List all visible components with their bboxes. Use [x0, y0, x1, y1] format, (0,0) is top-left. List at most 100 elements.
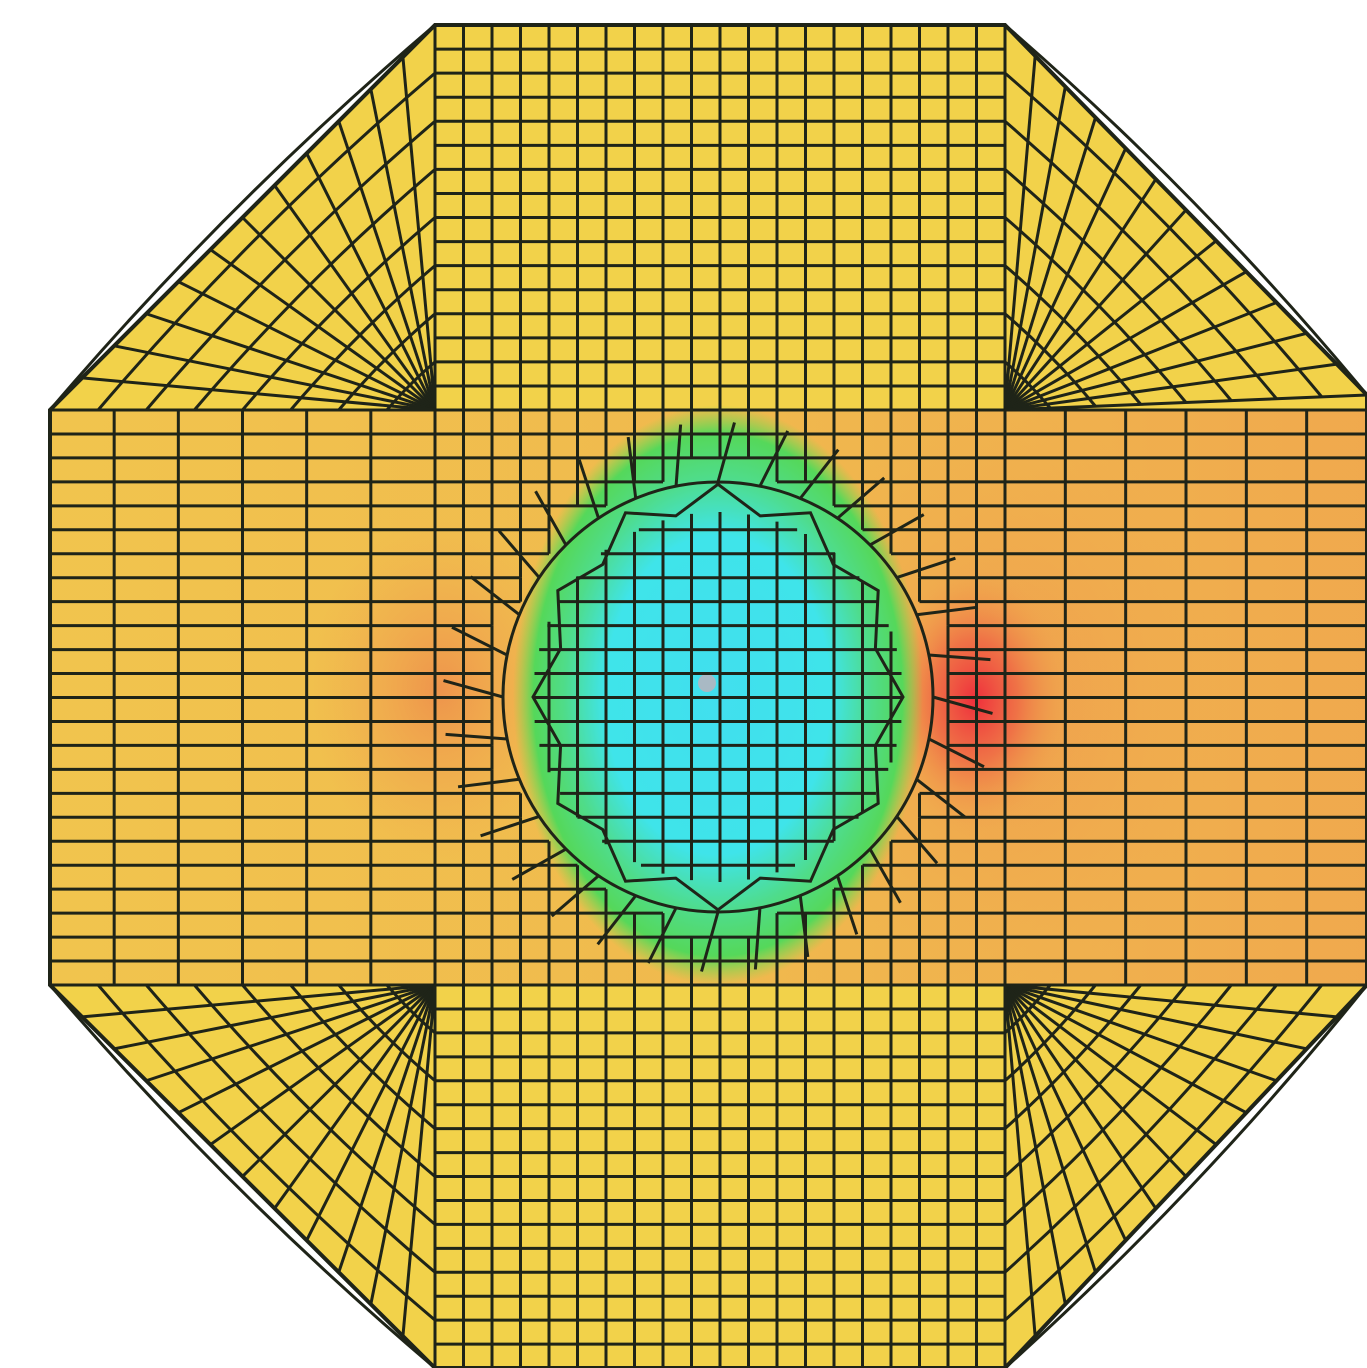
mesh-corner-bottom-left	[401, 984, 437, 1337]
mesh-corner-bottom-left	[81, 983, 436, 1019]
mesh-spoke	[443, 679, 504, 699]
mesh-corner-top-left	[241, 216, 436, 411]
mesh-corner-bottom-right	[1004, 983, 1277, 1083]
mesh-spoke	[753, 907, 762, 970]
mesh-spoke	[836, 875, 859, 935]
mesh-spoke	[457, 777, 520, 789]
mesh-spoke	[716, 422, 736, 483]
mesh-corner-bottom-left	[193, 984, 436, 1226]
mesh-corner-bottom-right	[1003, 983, 1188, 1178]
mesh-corner-bottom-left	[337, 984, 437, 1273]
mesh-corner-bottom-right	[1003, 984, 1067, 1305]
mesh-spoke	[836, 476, 886, 520]
mesh-corner-bottom-left	[96, 984, 436, 1322]
mesh-corner-top-right	[1003, 208, 1188, 412]
mesh-corner-bottom-left	[48, 984, 436, 1368]
mesh-corner-top-left	[48, 23, 436, 411]
mesh-corner-top-left	[113, 344, 436, 412]
mesh-spoke	[596, 894, 637, 946]
mesh-corner-bottom-right	[1004, 983, 1307, 1051]
mesh-spoke	[868, 848, 902, 904]
mesh-corner-top-left	[241, 216, 437, 412]
mesh-corner-bottom-right	[1003, 984, 1188, 1178]
mesh-corner-top-right	[1004, 312, 1097, 408]
mesh-spoke	[497, 529, 541, 579]
mesh-corner-bottom-right	[1004, 983, 1248, 1114]
mesh-corner-bottom-left	[385, 984, 436, 1035]
mesh-corner-top-right	[1004, 360, 1052, 410]
mesh-corner-top-left	[289, 264, 436, 411]
mesh-corner-bottom-right	[1003, 984, 1233, 1226]
mesh-spoke	[550, 874, 600, 918]
mesh-spoke	[916, 605, 979, 617]
mesh-corner-top-right	[1004, 23, 1367, 396]
mesh-spoke	[700, 911, 720, 972]
mesh-spoke	[480, 815, 540, 838]
mesh-corner-top-right	[1004, 71, 1323, 398]
mesh-corner-bottom-right	[1003, 984, 1097, 1273]
mesh-corner-bottom-right	[1003, 984, 1323, 1322]
mesh-corner-top-left	[369, 88, 437, 411]
mesh-corner-top-right	[1003, 147, 1128, 411]
mesh-corner-bottom-right	[1003, 984, 1052, 1034]
plate-outline	[48, 23, 1367, 1368]
mesh-corner-bottom-left	[289, 984, 436, 1130]
mesh-spoke	[896, 556, 956, 579]
mesh-corner-top-right	[1004, 264, 1142, 406]
mesh-corner-bottom-left	[209, 983, 436, 1146]
mesh-corner-top-left	[401, 56, 437, 411]
mesh-spoke	[928, 737, 985, 769]
mesh-corner-top-right	[1003, 86, 1067, 411]
mesh-spoke	[932, 695, 993, 715]
mesh-corner-top-left	[145, 120, 436, 411]
mesh-spoke	[451, 625, 508, 657]
mesh-corner-bottom-right	[1003, 984, 1142, 1130]
mesh-corner-top-right	[1003, 117, 1097, 411]
mesh-corner-top-left	[337, 120, 437, 411]
mesh-corner-top-left	[305, 152, 437, 411]
mesh-spoke	[469, 575, 521, 616]
mesh-corner-bottom-left	[113, 983, 436, 1051]
mesh-corner-bottom-left	[273, 984, 437, 1210]
mesh-corner-top-left	[337, 312, 436, 411]
mesh-corner-bottom-left	[337, 984, 436, 1082]
mesh-corner-bottom-right	[1003, 984, 1128, 1241]
mesh-spoke	[895, 815, 939, 865]
mesh-corner-bottom-left	[305, 984, 437, 1242]
mesh-corner-top-left	[177, 280, 436, 412]
mesh-spoke	[869, 513, 925, 547]
mesh-corner-bottom-left	[177, 983, 436, 1115]
mesh-corner-bottom-right	[1004, 983, 1337, 1019]
mesh-spoke	[758, 430, 790, 487]
mesh-corner-top-left	[273, 184, 437, 411]
mesh-corner-top-right	[1004, 301, 1278, 412]
mesh-corner-bottom-right	[1003, 984, 1097, 1082]
mesh-corner-top-left	[145, 312, 436, 412]
mesh-corner-top-right	[1004, 331, 1308, 412]
mesh-corner-bottom-left	[369, 984, 437, 1305]
mesh-corner-top-right	[1004, 216, 1188, 404]
mesh-corner-top-left	[193, 168, 436, 411]
mesh-spoke	[534, 490, 568, 546]
mesh-spoke	[928, 653, 991, 662]
mesh-corner-top-left	[385, 360, 436, 411]
mesh-corner-bottom-left	[145, 983, 436, 1083]
mesh-corner-bottom-right	[1003, 984, 1278, 1274]
mesh-spoke	[798, 895, 810, 958]
mesh-corner-bottom-right	[1003, 984, 1158, 1210]
mesh-spoke	[915, 778, 967, 819]
mesh-corner-bottom-right	[1004, 983, 1218, 1146]
mesh-spoke	[511, 847, 567, 881]
mesh-corner-bottom-left	[241, 984, 436, 1178]
mesh-corner-top-right	[1004, 120, 1278, 400]
center-node	[698, 674, 716, 692]
mesh-spoke	[577, 459, 600, 519]
mesh-corner-top-right	[1004, 168, 1233, 402]
mesh-spoke	[646, 907, 678, 964]
mesh-corner-top-left	[209, 248, 436, 412]
mesh-spoke	[445, 732, 508, 741]
mesh-corner-top-left	[96, 71, 436, 411]
